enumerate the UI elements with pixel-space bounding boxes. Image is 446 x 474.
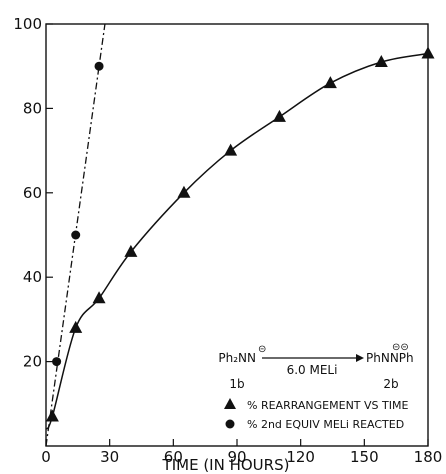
triangle-point: [323, 76, 337, 89]
legend-label-meli: % 2nd EQUIV MELi REACTED: [247, 418, 404, 431]
triangle-point: [374, 54, 388, 67]
data-points: [45, 46, 435, 422]
scheme-reactant-charge: ⊝: [258, 344, 266, 355]
y-tick-label: 20: [23, 353, 42, 371]
x-tick-label: 150: [350, 448, 379, 466]
x-tick-label: 120: [286, 448, 315, 466]
triangle-point: [92, 291, 106, 304]
triangle-point: [124, 244, 138, 257]
triangle-point: [421, 46, 435, 59]
scheme-reactant-label: 1b: [229, 377, 244, 391]
legend: % REARRANGEMENT VS TIME % 2nd EQUIV MELi…: [224, 398, 408, 431]
legend-triangle-icon: [224, 398, 236, 409]
x-tick-label: 180: [414, 448, 443, 466]
x-tick-label: 90: [227, 448, 246, 466]
rearrangement-curve: [45, 52, 429, 430]
circle-point: [52, 357, 62, 367]
reaction-scheme: Ph₂NN ⊝ 6.0 MELi PhNNPh ⊝⊝ 1b 2b: [218, 342, 413, 391]
scheme-product-label: 2b: [383, 377, 398, 391]
x-tick-label: 60: [164, 448, 183, 466]
y-tick-label: 60: [23, 184, 42, 202]
scheme-reagent: 6.0 MELi: [287, 363, 338, 377]
y-tick-label: 80: [23, 99, 42, 117]
triangle-point: [177, 185, 191, 198]
scheme-reactant: Ph₂NN: [218, 351, 256, 365]
tick-labels: 0 30 60 90 120 150 180 20 40 60 80 100: [13, 15, 442, 466]
x-tick-label: 30: [100, 448, 119, 466]
scheme-product-charge: ⊝⊝: [392, 342, 409, 353]
circle-point: [94, 61, 104, 71]
x-axis-label: TIME (IN HOURS): [162, 456, 290, 474]
scheme-arrowhead: [356, 354, 364, 362]
circle-point: [71, 230, 81, 240]
x-tick-label: 0: [41, 448, 51, 466]
triangle-point: [224, 143, 238, 156]
triangle-point: [45, 409, 59, 422]
triangle-point: [272, 109, 286, 122]
legend-label-rearrangement: % REARRANGEMENT VS TIME: [247, 399, 408, 412]
y-tick-label: 40: [23, 268, 42, 286]
legend-circle-icon: [225, 419, 235, 429]
axes: [45, 23, 429, 447]
y-tick-label: 100: [13, 15, 42, 33]
triangle-point: [69, 320, 83, 333]
scheme-product: PhNNPh: [366, 351, 414, 365]
